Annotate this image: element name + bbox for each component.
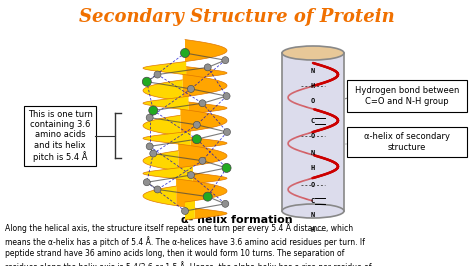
Polygon shape (143, 61, 186, 101)
Text: C: C (311, 198, 315, 204)
Circle shape (182, 207, 189, 214)
Text: O: O (311, 133, 315, 139)
Circle shape (199, 157, 206, 164)
Circle shape (150, 150, 157, 157)
Text: α- helix formation: α- helix formation (181, 215, 293, 225)
Circle shape (224, 128, 230, 135)
Text: Hydrogen bond between
C=O and N-H group: Hydrogen bond between C=O and N-H group (355, 86, 459, 106)
Polygon shape (176, 179, 227, 219)
Circle shape (199, 100, 206, 107)
Circle shape (192, 135, 201, 144)
Polygon shape (143, 166, 192, 206)
Text: This is one turn
containing 3.6
amino acids
and its helix
pitch is 5.4 Å: This is one turn containing 3.6 amino ac… (27, 110, 92, 163)
Text: H: H (311, 165, 315, 171)
Ellipse shape (282, 46, 344, 60)
Circle shape (149, 106, 158, 115)
Circle shape (181, 48, 190, 57)
Circle shape (223, 93, 230, 99)
Text: N: N (311, 68, 315, 74)
Polygon shape (143, 96, 188, 136)
Circle shape (142, 77, 151, 86)
FancyBboxPatch shape (347, 80, 467, 112)
Circle shape (203, 192, 212, 201)
Circle shape (146, 143, 153, 150)
Text: N: N (311, 150, 315, 156)
Text: O: O (311, 98, 315, 104)
Polygon shape (185, 201, 195, 220)
Circle shape (154, 71, 161, 78)
Text: Along the helical axis, the structure itself repeats one turn per every 5.4 Å di: Along the helical axis, the structure it… (5, 222, 372, 266)
Polygon shape (183, 74, 227, 114)
Circle shape (154, 186, 161, 193)
Text: N: N (311, 212, 315, 218)
Polygon shape (185, 40, 227, 79)
Text: α-helix of secondary
structure: α-helix of secondary structure (364, 132, 450, 152)
Circle shape (193, 121, 201, 128)
Ellipse shape (282, 204, 344, 218)
Text: H: H (311, 83, 315, 89)
Text: O: O (311, 182, 315, 188)
Circle shape (204, 64, 211, 71)
FancyBboxPatch shape (347, 127, 467, 157)
Polygon shape (181, 109, 227, 149)
Text: Secondary Structure of Protein: Secondary Structure of Protein (79, 8, 395, 26)
Polygon shape (143, 131, 191, 171)
Circle shape (188, 85, 194, 92)
Text: H: H (311, 227, 315, 233)
Bar (282, 53, 344, 211)
Circle shape (143, 179, 150, 186)
Circle shape (222, 163, 231, 172)
Circle shape (188, 172, 194, 178)
Polygon shape (178, 144, 227, 184)
Circle shape (222, 200, 229, 207)
Circle shape (146, 114, 153, 121)
Circle shape (222, 57, 229, 64)
Text: C: C (311, 118, 315, 124)
